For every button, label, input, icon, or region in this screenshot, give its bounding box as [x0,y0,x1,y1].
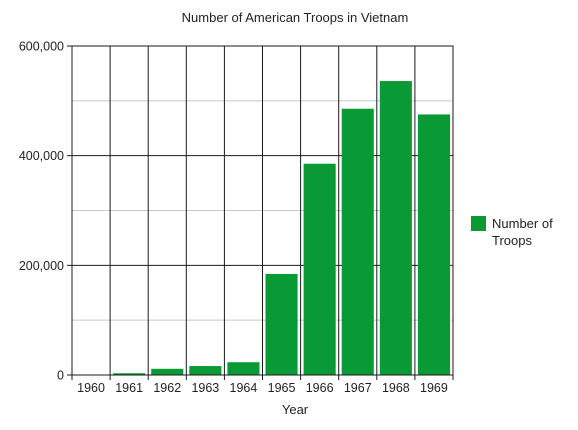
y-tick-label: 200,000 [19,259,64,273]
x-tick-label: 1963 [191,381,219,395]
x-tick-label: 1965 [268,381,296,395]
bar-1964 [227,362,260,375]
x-tick-label: 1960 [77,381,105,395]
bar-1967 [341,108,374,375]
legend: Number of Troops [471,216,553,248]
bars [75,81,450,376]
x-tick-label: 1967 [344,381,372,395]
x-axis-ticks: 1960 1961 1962 1963 1964 1965 1966 1967 1968 1969 [71,375,454,395]
legend-swatch [471,216,486,231]
grid [72,45,453,376]
bar-1966 [303,163,336,375]
bar-1965 [265,273,298,375]
x-tick-label: 1961 [115,381,143,395]
bar-1961 [113,373,146,375]
chart-title: Number of American Troops in Vietnam [182,10,409,25]
y-tick-label: 0 [57,369,64,383]
y-axis-ticks: 0 200,000 400,000 600,000 [19,40,72,383]
x-tick-label: 1966 [306,381,334,395]
y-tick-label: 600,000 [19,40,64,54]
bar-1969 [417,114,450,375]
bar-1962 [151,368,184,375]
bar-1968 [379,81,412,375]
bar-1963 [189,366,222,375]
x-tick-label: 1962 [153,381,181,395]
legend-label-line-1: Number of [492,216,553,231]
legend-label-line-2: Troops [492,233,532,248]
x-tick-label: 1964 [230,381,258,395]
x-tick-label: 1969 [420,381,448,395]
x-axis-label: Year [282,402,309,417]
x-tick-label: 1968 [382,381,410,395]
y-tick-label: 400,000 [19,149,64,163]
